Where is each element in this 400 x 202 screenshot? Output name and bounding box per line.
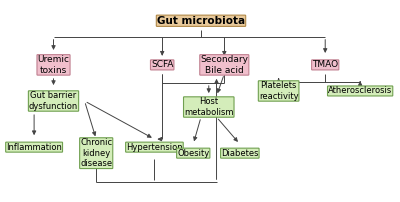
Text: Gut barrier
dysfunction: Gut barrier dysfunction bbox=[29, 91, 78, 111]
Text: Platelets
reactivity: Platelets reactivity bbox=[259, 81, 298, 101]
Text: Inflammation: Inflammation bbox=[6, 143, 62, 152]
Text: Secondary
Bile acid: Secondary Bile acid bbox=[200, 55, 248, 75]
Text: Hypertension: Hypertension bbox=[126, 143, 183, 152]
Text: Host
metabolism: Host metabolism bbox=[184, 97, 234, 117]
Text: Diabetes: Diabetes bbox=[221, 149, 258, 158]
Text: Obesity: Obesity bbox=[177, 149, 209, 158]
Text: Chronic
kidney
disease: Chronic kidney disease bbox=[80, 138, 112, 168]
Text: Uremic
toxins: Uremic toxins bbox=[38, 55, 70, 75]
Text: SCFA: SCFA bbox=[151, 60, 173, 69]
Text: Atherosclerosis: Atherosclerosis bbox=[328, 86, 392, 96]
Text: Gut microbiota: Gut microbiota bbox=[157, 16, 245, 26]
Text: TMAO: TMAO bbox=[312, 60, 338, 69]
